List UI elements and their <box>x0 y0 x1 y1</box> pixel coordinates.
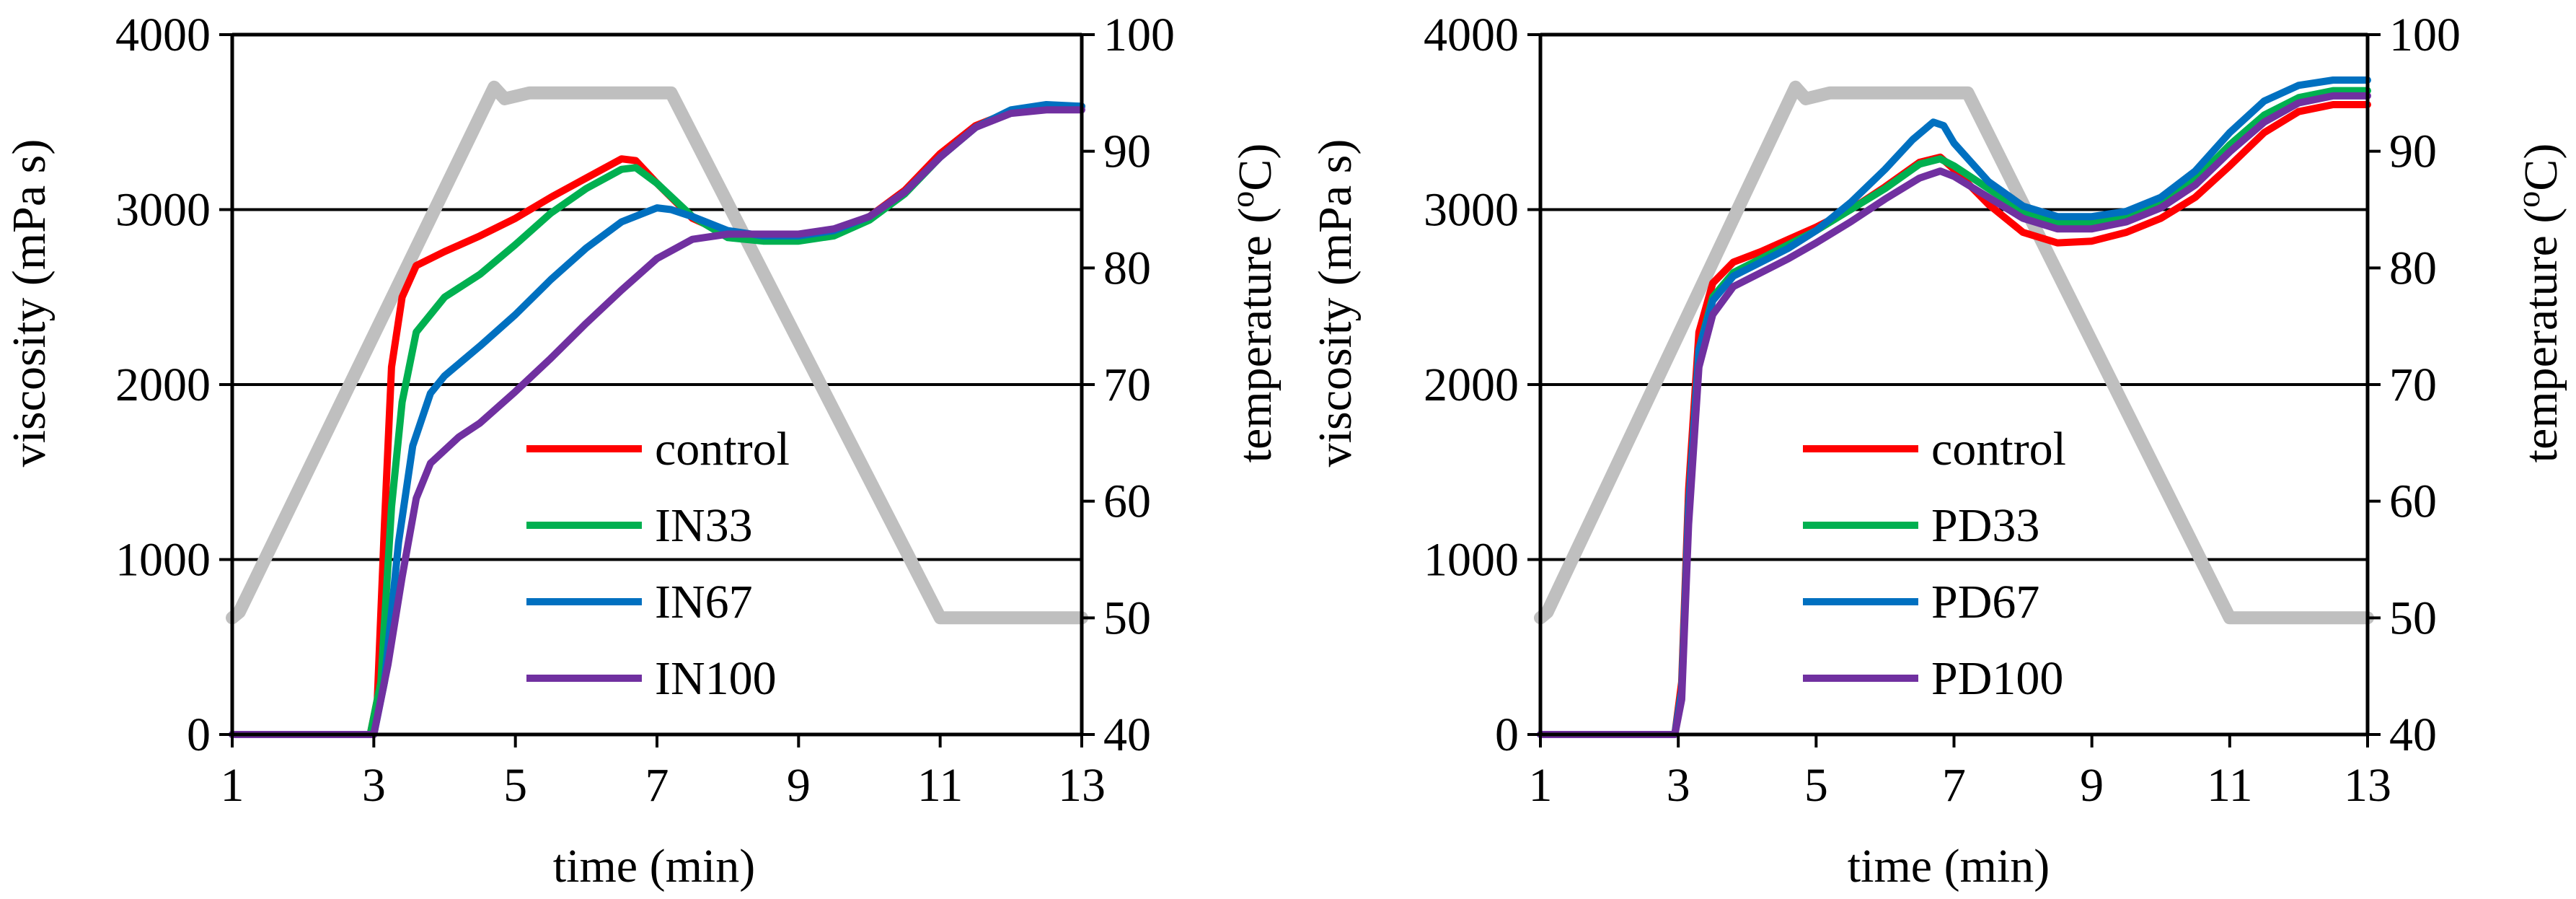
y2-tick-label: 50 <box>1103 592 1151 644</box>
x-tick-label: 5 <box>503 759 527 812</box>
degree-superscript: o <box>1224 191 1261 208</box>
legend-label: IN33 <box>655 499 753 552</box>
x-tick-label: 3 <box>362 759 386 812</box>
legend-item: IN33 <box>526 499 753 552</box>
y2-tick-label: 60 <box>2389 475 2437 528</box>
y2-tick-label: 70 <box>1103 359 1151 411</box>
x-tick-label: 7 <box>1942 759 1966 812</box>
legend-item: IN100 <box>526 652 777 705</box>
x-tick-label: 13 <box>1058 759 1106 812</box>
legend-item: control <box>1803 423 2066 475</box>
degree-superscript: o <box>2510 191 2546 208</box>
chart-right: viscosity (mPa s) temperature (oC) time … <box>1309 9 2567 893</box>
y-tick-label: 1000 <box>115 534 211 587</box>
legend-label: control <box>1931 423 2066 475</box>
y2-tick-label: 80 <box>1103 242 1151 294</box>
x-tick-label: 13 <box>2344 759 2391 812</box>
y2-tick-label: 100 <box>1103 9 1175 61</box>
x-tick-label: 5 <box>1804 759 1828 812</box>
y2-axis-title: temperature (oC) <box>1224 144 1282 463</box>
series-line-control <box>1537 101 2371 738</box>
legend-item: IN67 <box>526 576 753 628</box>
legend-item: PD33 <box>1803 499 2039 552</box>
y2-tick-label: 80 <box>2389 242 2437 294</box>
legend-label: PD100 <box>1931 652 2063 705</box>
y2-axis-title-suffix: C) <box>2515 144 2567 191</box>
y2-tick-label: 40 <box>2389 709 2437 761</box>
temperature-line <box>226 80 1088 625</box>
y2-tick-label: 60 <box>1103 475 1151 528</box>
legend-item: PD100 <box>1803 652 2063 705</box>
x-tick-label: 3 <box>1667 759 1690 812</box>
y-tick-label: 3000 <box>115 184 211 237</box>
x-tick-label: 11 <box>2207 759 2253 812</box>
y2-axis-title-suffix: C) <box>1229 144 1282 191</box>
chart-left: viscosity (mPa s) temperature (oC) time … <box>3 9 1282 893</box>
y-axis-title: viscosity (mPa s) <box>1309 139 1362 468</box>
x-tick-label: 1 <box>1529 759 1553 812</box>
series-line-pd33 <box>1537 87 2371 738</box>
x-tick-label: 1 <box>221 759 244 812</box>
legend-label: IN100 <box>655 652 777 705</box>
series-line-in100 <box>229 106 1085 738</box>
y-tick-label: 0 <box>1495 709 1519 761</box>
series-line-in67 <box>229 101 1085 738</box>
series-line-pd67 <box>1537 76 2371 738</box>
y-tick-label: 2000 <box>115 359 211 411</box>
series-line-in33 <box>229 102 1085 738</box>
x-tick-label: 7 <box>645 759 669 812</box>
x-tick-label: 9 <box>787 759 811 812</box>
y2-tick-label: 70 <box>2389 359 2437 411</box>
legend-label: IN67 <box>655 576 753 628</box>
y2-axis-title: temperature (oC) <box>2510 144 2567 463</box>
y2-tick-label: 50 <box>2389 592 2437 644</box>
y-tick-label: 4000 <box>115 9 211 61</box>
temperature-line <box>1534 80 2374 625</box>
series-line-control <box>229 102 1085 738</box>
y2-axis-title-prefix: temperature ( <box>1229 208 1282 463</box>
y-tick-label: 0 <box>187 709 211 761</box>
x-tick-label: 11 <box>917 759 963 812</box>
y-tick-label: 1000 <box>1424 534 1519 587</box>
legend-item: control <box>526 423 790 475</box>
legend-label: PD33 <box>1931 499 2039 552</box>
x-axis-title: time (min) <box>1848 840 2050 893</box>
y2-axis-title-prefix: temperature ( <box>2515 208 2567 463</box>
y2-tick-label: 90 <box>2389 126 2437 178</box>
legend-label: PD67 <box>1931 576 2039 628</box>
y-tick-label: 2000 <box>1424 359 1519 411</box>
x-tick-label: 9 <box>2080 759 2104 812</box>
legend-label: control <box>655 423 790 475</box>
legend-item: PD67 <box>1803 576 2039 628</box>
y-tick-label: 3000 <box>1424 184 1519 237</box>
y2-tick-label: 90 <box>1103 126 1151 178</box>
y-axis-title: viscosity (mPa s) <box>3 139 56 468</box>
y2-tick-label: 100 <box>2389 9 2461 61</box>
series-line-pd100 <box>1537 92 2371 738</box>
y-tick-label: 4000 <box>1424 9 1519 61</box>
x-axis-title: time (min) <box>553 840 755 893</box>
y2-tick-label: 40 <box>1103 709 1151 761</box>
